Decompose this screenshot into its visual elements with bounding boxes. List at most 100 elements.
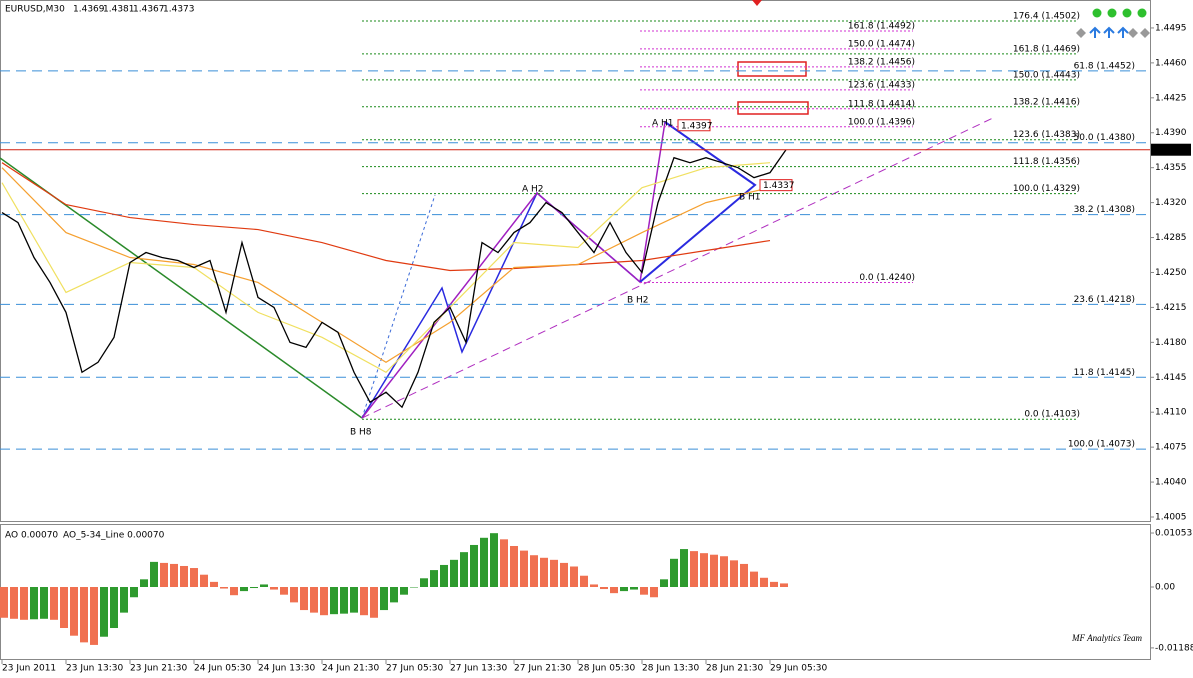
ao-bar: [760, 577, 768, 588]
ao-bar: [210, 581, 218, 588]
fib-label: 100.0 (1.4329): [1013, 184, 1080, 194]
y-tick-label: 1.4145: [1155, 373, 1187, 383]
fib-label: 176.4 (1.4502): [1013, 11, 1080, 21]
ao-bar: [120, 587, 128, 613]
ao-bar: [480, 537, 488, 588]
ao-bar: [730, 560, 738, 588]
ao-bar: [50, 587, 58, 620]
y-tick-label: 1.4495: [1155, 23, 1187, 33]
x-tick-label: 24 Jun 13:30: [258, 664, 315, 674]
ao-bar: [490, 533, 498, 588]
ao-bar: [630, 587, 638, 590]
fib-label: 161.8 (1.4492): [848, 21, 915, 31]
x-tick-label: 27 Jun 05:30: [386, 664, 443, 674]
ao-bar: [310, 587, 318, 613]
ao-bar: [560, 562, 568, 588]
ao-bar: [700, 553, 708, 588]
ao-bar: [350, 587, 358, 613]
ao-bar: [140, 579, 148, 588]
pattern-label: B H2: [627, 296, 649, 306]
ao-bar: [80, 587, 88, 643]
fib-label: 111.8 (1.4356): [1013, 157, 1080, 167]
ao-bar: [680, 549, 688, 588]
ao-bar: [540, 557, 548, 588]
ao-bar: [340, 587, 348, 614]
fib-label: 150.0 (1.4443): [1013, 70, 1080, 80]
fib-label: 138.2 (1.4456): [848, 57, 915, 67]
y-tick-label: 1.4180: [1155, 338, 1187, 348]
ao-bar: [380, 587, 388, 611]
target-box: [737, 61, 807, 77]
fib-label: 100.0 (1.4073): [1068, 440, 1135, 450]
ao-bar: [520, 550, 528, 588]
ao-bar: [320, 587, 328, 616]
ao-bar: [360, 587, 368, 616]
x-tick-label: 23 Jun 2011: [2, 664, 56, 674]
ao-bar: [450, 559, 458, 588]
pattern-label: A H1: [652, 119, 674, 129]
y-tick-label: 1.4285: [1155, 233, 1187, 243]
x-tick-label: 24 Jun 05:30: [194, 664, 251, 674]
ao-bar: [570, 566, 578, 588]
fib-label: 138.2 (1.4416): [1013, 97, 1080, 107]
fib-label: 111.8 (1.4414): [848, 99, 915, 109]
signal-arrow: [1117, 26, 1129, 38]
ao-bar: [590, 584, 598, 588]
ao-bar: [710, 554, 718, 588]
ao-bar: [150, 561, 158, 588]
x-tick-label: 23 Jun 21:30: [130, 664, 187, 674]
fib-label: 123.6 (1.4433): [848, 80, 915, 90]
signal-dot: [1107, 8, 1117, 18]
last-price-label: 1.4373: [1155, 145, 1187, 155]
fib-label: 0.0 (1.4240): [859, 273, 915, 283]
ohlc-value: 1.4373: [163, 5, 195, 15]
pattern-label: A H2: [522, 185, 544, 195]
ao-bar: [30, 587, 38, 620]
target-box: [737, 101, 809, 115]
ao-bar: [670, 558, 678, 588]
ao-bar: [330, 587, 338, 615]
signal-arrow: [1103, 26, 1115, 38]
last-price-box: [1151, 143, 1191, 156]
x-tick-label: 27 Jun 13:30: [450, 664, 507, 674]
fib-label: 150.0 (1.4474): [848, 39, 915, 49]
x-tick-label: 29 Jun 05:30: [770, 664, 827, 674]
signal-dot: [1137, 8, 1147, 18]
signal-diamond: [1140, 28, 1150, 38]
signal-dot: [1092, 8, 1102, 18]
x-tick-label: 28 Jun 05:30: [578, 664, 635, 674]
x-tick-label: 24 Jun 21:30: [322, 664, 379, 674]
fib-label: 50.0 (1.4380): [1074, 133, 1135, 143]
ao-bar: [230, 587, 238, 596]
ao-bar: [750, 571, 758, 588]
price-tag-box: [677, 119, 711, 132]
ao-bar: [280, 587, 288, 595]
ao-bar: [410, 587, 418, 588]
fib-label: 161.8 (1.4469): [1013, 44, 1080, 54]
ao-bar: [190, 568, 198, 588]
ao-bar: [290, 587, 298, 603]
y-tick-label: 1.4425: [1155, 93, 1187, 103]
ohlc-value: 1.4367: [133, 5, 165, 15]
ao-bar: [300, 587, 308, 611]
fib-label: 38.2 (1.4308): [1074, 205, 1135, 215]
ao-bar: [270, 587, 278, 590]
ao-bar: [90, 587, 98, 645]
y-tick-label: 1.4075: [1155, 443, 1187, 453]
x-tick-label: 28 Jun 13:30: [642, 664, 699, 674]
ao-bar: [640, 587, 648, 595]
ao-bar: [100, 587, 108, 637]
ao-bar: [780, 583, 788, 588]
ohlc-value: 1.4369: [73, 5, 105, 15]
ao-bar: [510, 545, 518, 588]
signal-dot: [1122, 8, 1132, 18]
moving-average: [1, 162, 771, 272]
signal-icons: [1076, 8, 1150, 38]
ao-bar: [600, 587, 608, 590]
ao-bar: [370, 587, 378, 618]
y-tick-label: 1.4250: [1155, 268, 1187, 278]
ao-bar: [530, 555, 538, 588]
y-tick-label: 1.4390: [1155, 128, 1187, 138]
y-tick-label: 1.4355: [1155, 163, 1187, 173]
